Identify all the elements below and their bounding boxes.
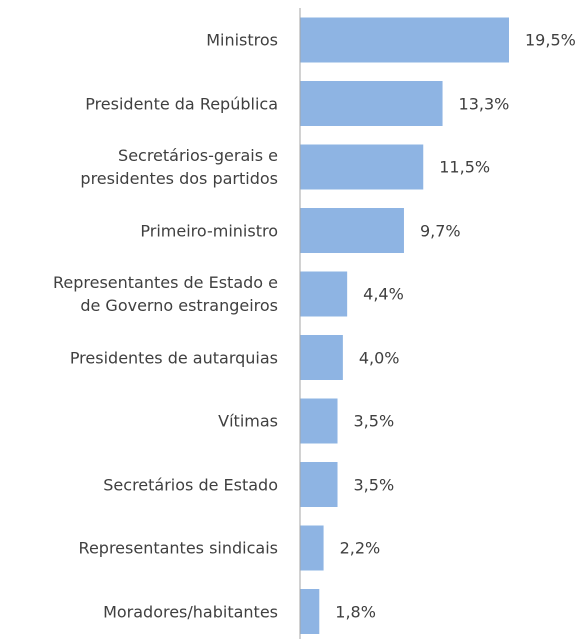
value-label: 13,3% bbox=[458, 94, 510, 113]
category-label: Primeiro-ministro bbox=[140, 221, 278, 240]
bar bbox=[300, 208, 404, 253]
bar bbox=[300, 81, 443, 126]
value-label: 11,5% bbox=[439, 157, 491, 177]
value-label: 4,0% bbox=[358, 348, 400, 367]
value-label: 4,4% bbox=[363, 284, 404, 304]
bar bbox=[300, 525, 324, 571]
bar bbox=[300, 144, 424, 190]
value-label: 1,8% bbox=[335, 602, 376, 621]
bar bbox=[300, 271, 348, 317]
bar bbox=[300, 398, 338, 444]
category-label: Ministros bbox=[206, 30, 278, 50]
value-label: 3,5% bbox=[353, 411, 395, 431]
category-label: Presidentes de autarquias bbox=[69, 348, 278, 367]
category-label: Representantes de Estado e de Governo es… bbox=[52, 273, 278, 315]
category-label: Vítimas bbox=[218, 411, 278, 431]
category-label: Secretários de Estado bbox=[103, 475, 278, 494]
category-label: Representantes sindicais bbox=[78, 538, 278, 558]
category-label: Moradores/habitantes bbox=[103, 602, 278, 621]
value-label: 19,5% bbox=[525, 30, 576, 50]
bar bbox=[300, 335, 343, 380]
bar bbox=[300, 589, 320, 634]
value-label: 2,2% bbox=[339, 538, 381, 558]
category-label: Presidente da República bbox=[85, 94, 278, 113]
bar bbox=[300, 462, 338, 507]
category-label: Secretários-gerais e presidentes dos par… bbox=[80, 146, 278, 188]
value-label: 3,5% bbox=[353, 475, 395, 494]
bar bbox=[300, 17, 509, 63]
value-label: 9,7% bbox=[419, 221, 461, 240]
